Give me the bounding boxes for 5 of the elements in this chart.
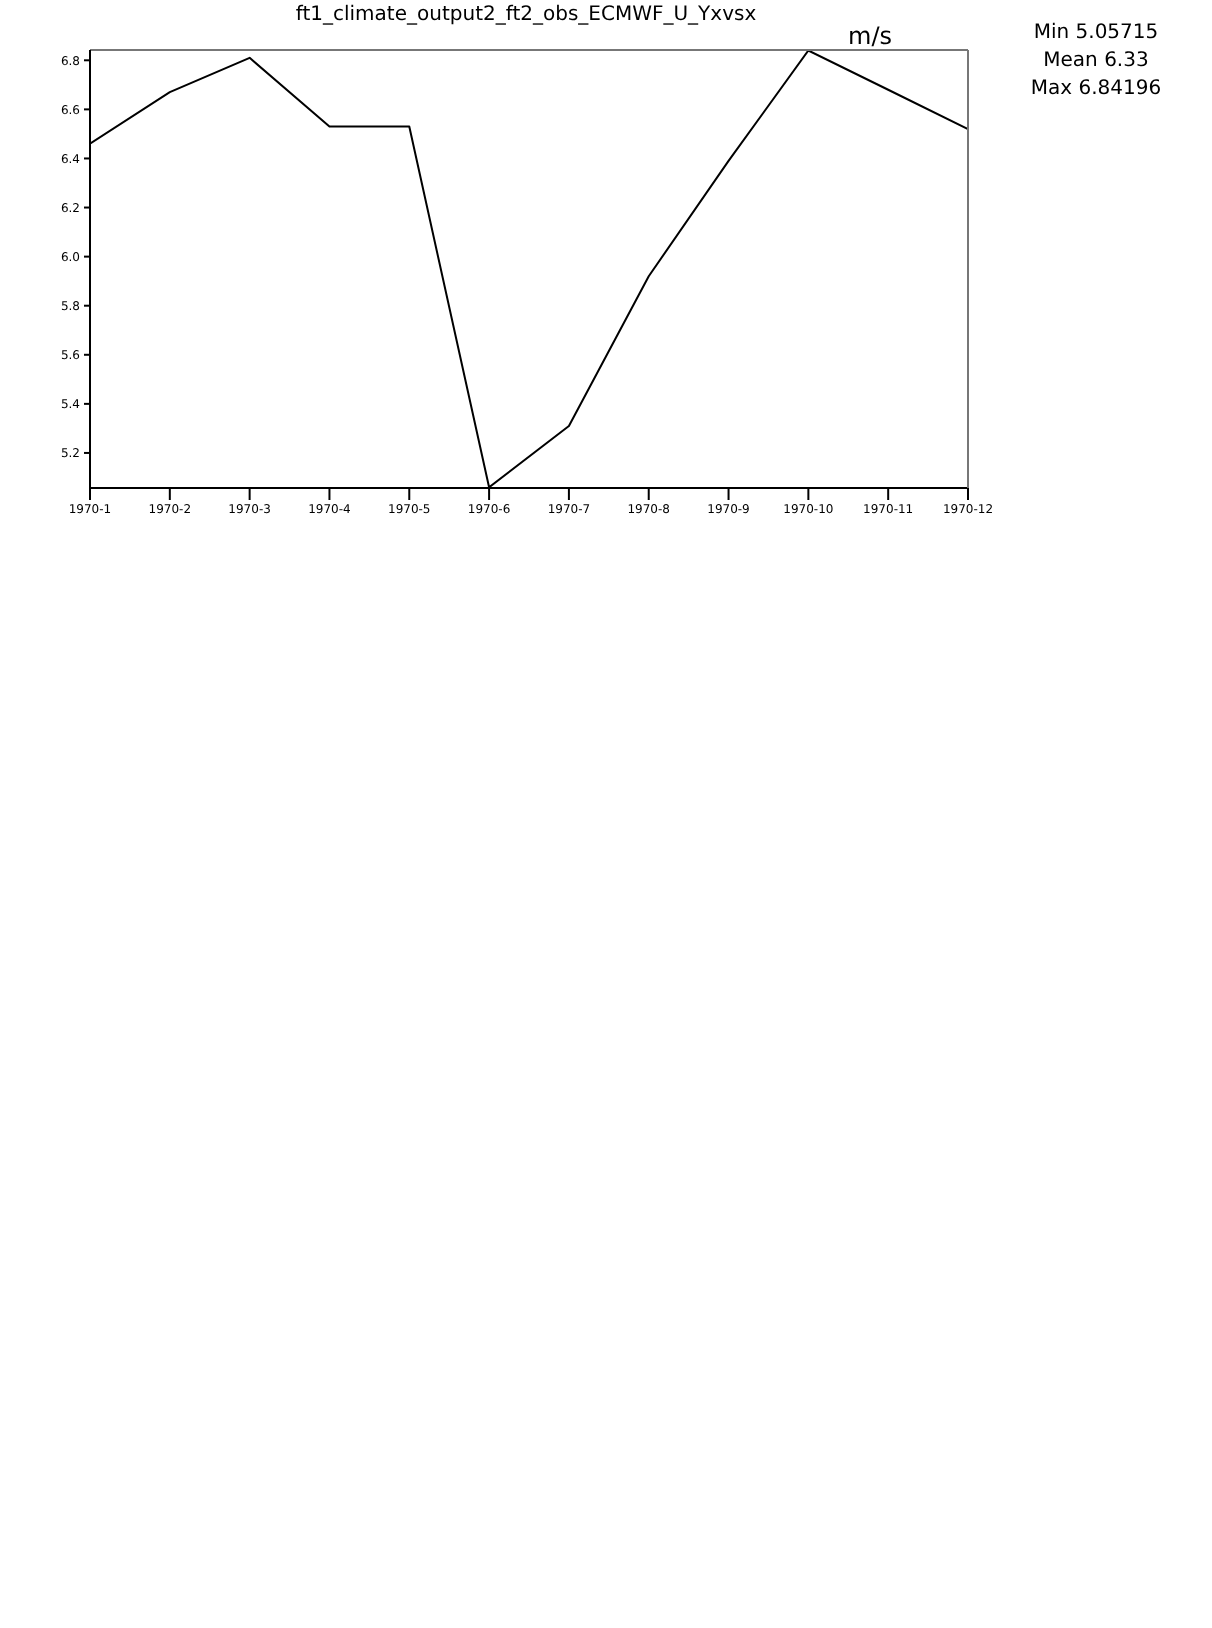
text: Min 5.05715 bbox=[1031, 20, 1161, 48]
y-axis-title: m/s bbox=[846, 22, 894, 50]
text: Mean 6.33 bbox=[1041, 48, 1151, 76]
chart-title: ft1_climate_output2_ft2_obs_ECMWF_U_Yxvsx bbox=[295, 4, 757, 26]
text: Max 6.84196 bbox=[1028, 76, 1164, 104]
